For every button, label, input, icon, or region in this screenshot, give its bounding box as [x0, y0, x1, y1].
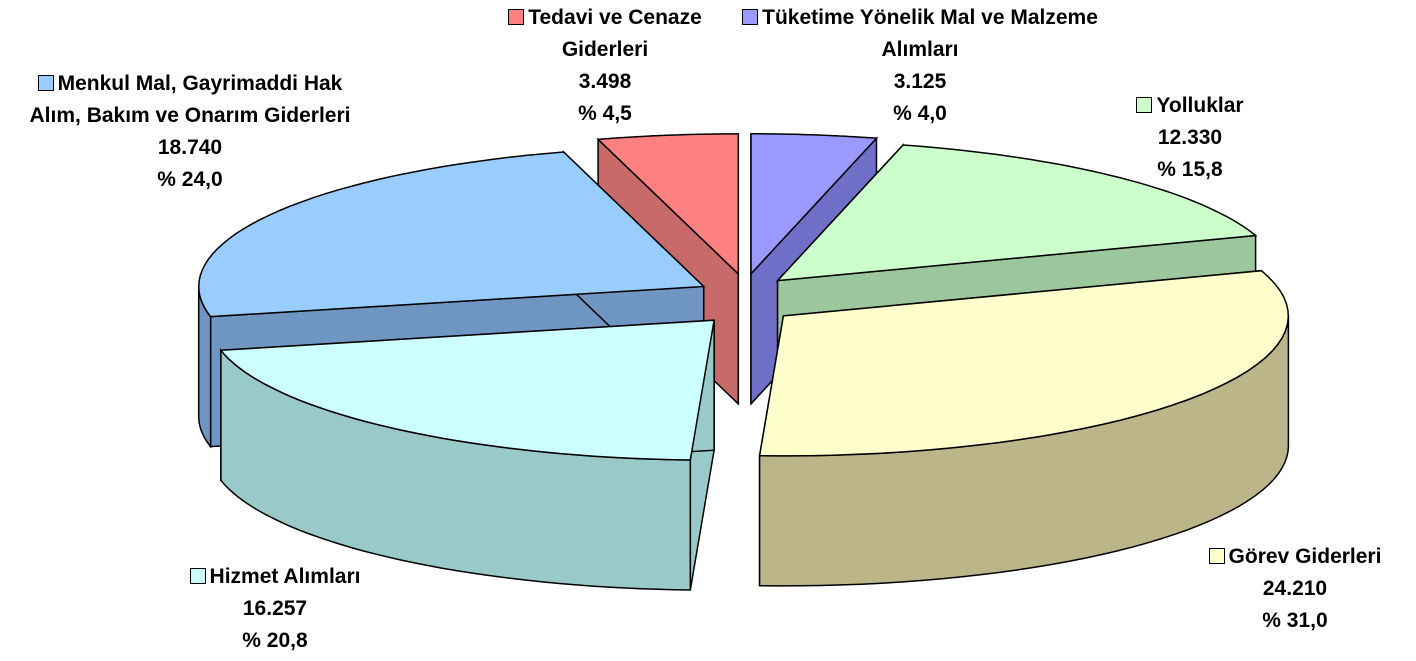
slice — [758, 269, 1290, 587]
value-label: 16.257 — [242, 597, 308, 620]
category-label: Yolluklar — [1156, 94, 1244, 117]
slice — [219, 319, 715, 591]
legend-swatch — [1136, 97, 1153, 113]
data-label: Hizmet Alımları 16.257 % 20,8 — [135, 561, 415, 657]
data-label: Tedavi ve Cenaze Giderleri 3.498 % 4,5 — [475, 2, 735, 130]
percent-label: % 24,0 — [157, 168, 223, 191]
legend-swatch — [37, 75, 54, 91]
legend-swatch — [189, 568, 206, 584]
value-label: 12.330 — [1157, 126, 1223, 149]
percent-label: % 15,8 — [1157, 158, 1223, 181]
slice-top — [750, 133, 879, 276]
value-label: 3.498 — [578, 70, 632, 93]
category-label: Tüketime Yönelik Mal ve Malzeme Alımları — [762, 6, 1098, 61]
legend-swatch — [1208, 548, 1225, 564]
slice-top — [775, 144, 1258, 282]
value-label: 18.740 — [157, 136, 223, 159]
data-label: Yolluklar 12.330 % 15,8 — [1080, 90, 1300, 186]
value-label: 3.125 — [893, 70, 947, 93]
data-label: Menkul Mal, Gayrimaddi Hak Alım, Bakım v… — [15, 68, 365, 196]
legend-swatch — [742, 9, 759, 25]
slice-top — [758, 269, 1290, 457]
percent-label: % 31,0 — [1262, 609, 1328, 632]
percent-label: % 4,0 — [893, 102, 947, 125]
slice-top — [198, 151, 706, 318]
slice-top — [219, 319, 715, 461]
category-label: Görev Giderleri — [1228, 545, 1382, 568]
value-label: 24.210 — [1262, 577, 1328, 600]
legend-swatch — [508, 9, 525, 25]
percent-label: % 4,5 — [578, 102, 632, 125]
data-label: Görev Giderleri 24.210 % 31,0 — [1165, 541, 1416, 637]
category-label: Menkul Mal, Gayrimaddi Hak Alım, Bakım v… — [29, 72, 351, 127]
category-label: Tedavi ve Cenaze Giderleri — [528, 6, 702, 61]
percent-label: % 20,8 — [242, 629, 308, 652]
category-label: Hizmet Alımları — [209, 565, 361, 588]
data-label: Tüketime Yönelik Mal ve Malzeme Alımları… — [735, 2, 1105, 130]
slice-top — [596, 133, 740, 276]
